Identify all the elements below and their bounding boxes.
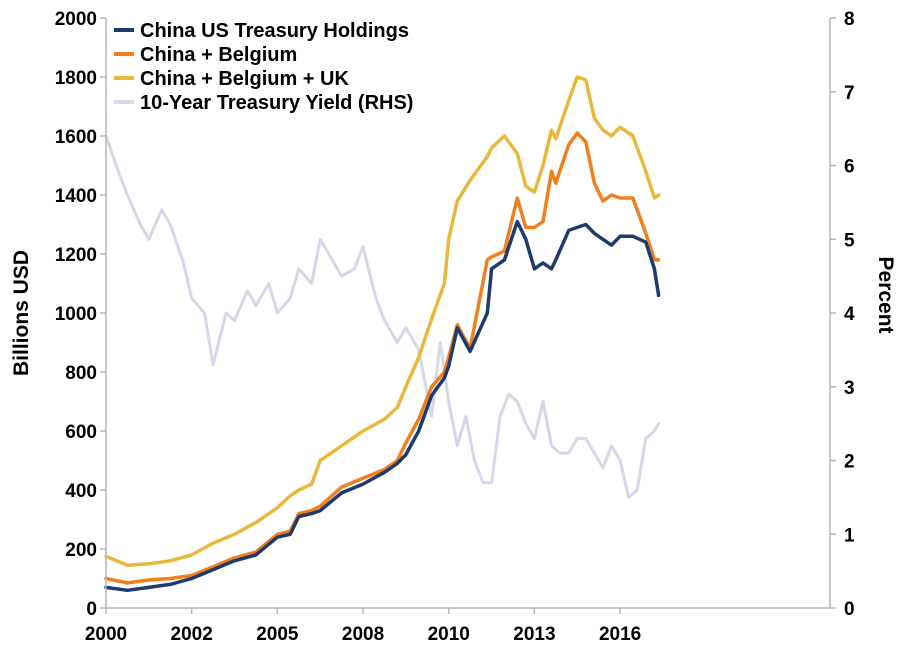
y-tick-label: 0 [86,599,97,620]
y2-tick-label: 0 [844,599,855,620]
y-tick-label: 1200 [55,245,97,266]
y2-tick-label: 5 [844,230,855,251]
axis-ticks: 0 200 400 600 800 1000 1200 1400 1600 1800 2000 0 1 2… [55,9,855,645]
series-line-2 [104,75,661,567]
y-tick-label: 2000 [55,9,97,30]
series-lines [104,75,661,593]
y2-tick-label: 3 [844,378,855,399]
y2-tick-label: 6 [844,157,855,178]
y2-tick-label: 2 [844,452,855,473]
y2-axis-title: Percent [874,256,897,333]
x-tick-label: 2005 [256,624,299,645]
y-tick-label: 1800 [55,68,97,89]
y-tick-label: 1600 [55,127,97,148]
series-line-1 [104,131,661,585]
y-tick-label: 1400 [55,186,97,207]
y-tick-label: 1000 [55,304,97,325]
x-tick-label: 2013 [513,624,555,645]
y-tick-label: 800 [65,363,97,384]
x-tick-label: 2016 [599,624,641,645]
series-line-0 [104,219,661,593]
y-tick-label: 400 [65,481,97,502]
y-tick-label: 600 [65,422,97,443]
y2-tick-label: 4 [844,304,855,325]
series-line-3 [104,134,661,499]
y2-tick-label: 1 [844,525,855,546]
legend-label: China + Belgium [140,44,297,66]
x-tick-label: 2002 [171,624,213,645]
legend-label: China US Treasury Holdings [140,20,409,42]
x-tick-label: 2000 [85,624,127,645]
legend-label: 10-Year Treasury Yield (RHS) [140,92,413,114]
x-tick-label: 2010 [428,624,470,645]
y2-tick-label: 8 [844,9,855,30]
legend-label: China + Belgium + UK [140,68,349,90]
y2-tick-label: 7 [844,83,855,104]
x-tick-label: 2008 [342,624,384,645]
y-axis-title: Billions USD [10,250,33,376]
y-tick-label: 200 [65,540,97,561]
